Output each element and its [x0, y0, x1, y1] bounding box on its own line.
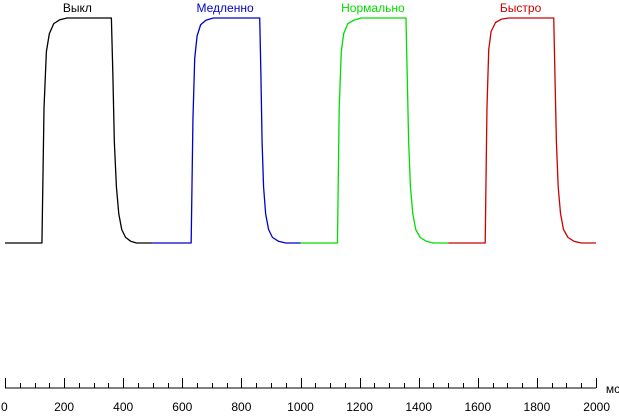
series-label-2: Медленно	[197, 1, 254, 15]
series-line-3	[300, 17, 449, 244]
x-tick-label: 200	[54, 400, 74, 413]
x-tick-label: 400	[113, 400, 133, 413]
series-label-4: Быстро	[500, 1, 542, 15]
x-unit-label: мс	[606, 382, 619, 396]
series-line-1	[5, 17, 153, 244]
x-tick-label: 800	[231, 400, 251, 413]
series-line-4	[448, 17, 596, 244]
annotation-layer: Выкл Медленно Нормально Быстро	[63, 1, 542, 15]
x-tick-label: 0	[1, 400, 8, 413]
x-tick-label: 1200	[346, 400, 373, 413]
x-tick-label: 1400	[405, 400, 432, 413]
x-tick-label: 600	[172, 400, 192, 413]
series-layer	[5, 17, 596, 244]
x-tick-label: 1600	[464, 400, 491, 413]
series-line-2	[152, 17, 301, 244]
x-tick-label: 1000	[287, 400, 314, 413]
x-tick-label: 1800	[524, 400, 551, 413]
x-axis: 0 200 400 600 800 1000 1200 1400 1600 1800 2000 мс	[1, 378, 619, 414]
series-label-3: Нормально	[341, 1, 405, 15]
x-tick-label: 2000	[583, 400, 610, 413]
series-label-1: Выкл	[63, 1, 92, 15]
